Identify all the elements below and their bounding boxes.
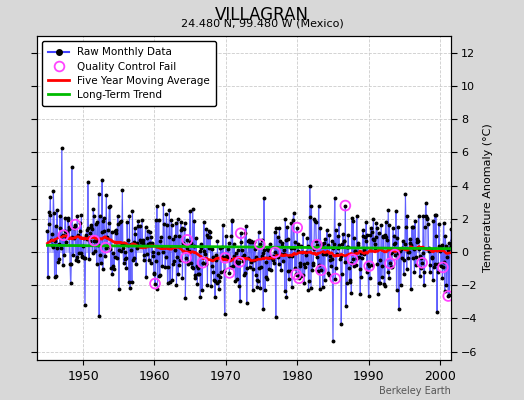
Point xyxy=(59,232,68,238)
Point xyxy=(341,202,350,209)
Point xyxy=(183,237,191,243)
Text: Berkeley Earth: Berkeley Earth xyxy=(379,386,451,396)
Point xyxy=(199,260,207,266)
Point xyxy=(236,230,245,236)
Text: 24.480 N, 99.480 W (Mexico): 24.480 N, 99.480 W (Mexico) xyxy=(181,18,343,28)
Point xyxy=(418,260,427,266)
Point xyxy=(102,244,110,251)
Point xyxy=(225,270,234,276)
Point xyxy=(390,252,399,258)
Point xyxy=(295,275,303,282)
Point xyxy=(386,260,394,266)
Point xyxy=(331,275,340,282)
Point xyxy=(444,293,452,299)
Point xyxy=(182,254,190,261)
Point xyxy=(292,271,300,278)
Point xyxy=(71,222,80,228)
Point xyxy=(348,256,357,263)
Point xyxy=(271,249,279,256)
Point xyxy=(293,224,301,231)
Y-axis label: Temperature Anomaly (°C): Temperature Anomaly (°C) xyxy=(483,124,493,272)
Point xyxy=(313,242,321,248)
Point xyxy=(439,264,447,271)
Point xyxy=(90,237,99,244)
Point xyxy=(317,267,325,273)
Point xyxy=(365,263,373,269)
Point xyxy=(256,241,264,248)
Point xyxy=(221,255,230,261)
Legend: Raw Monthly Data, Quality Control Fail, Five Year Moving Average, Long-Term Tren: Raw Monthly Data, Quality Control Fail, … xyxy=(42,41,216,106)
Point xyxy=(235,259,244,265)
Text: VILLAGRAN: VILLAGRAN xyxy=(215,6,309,24)
Point xyxy=(151,280,159,287)
